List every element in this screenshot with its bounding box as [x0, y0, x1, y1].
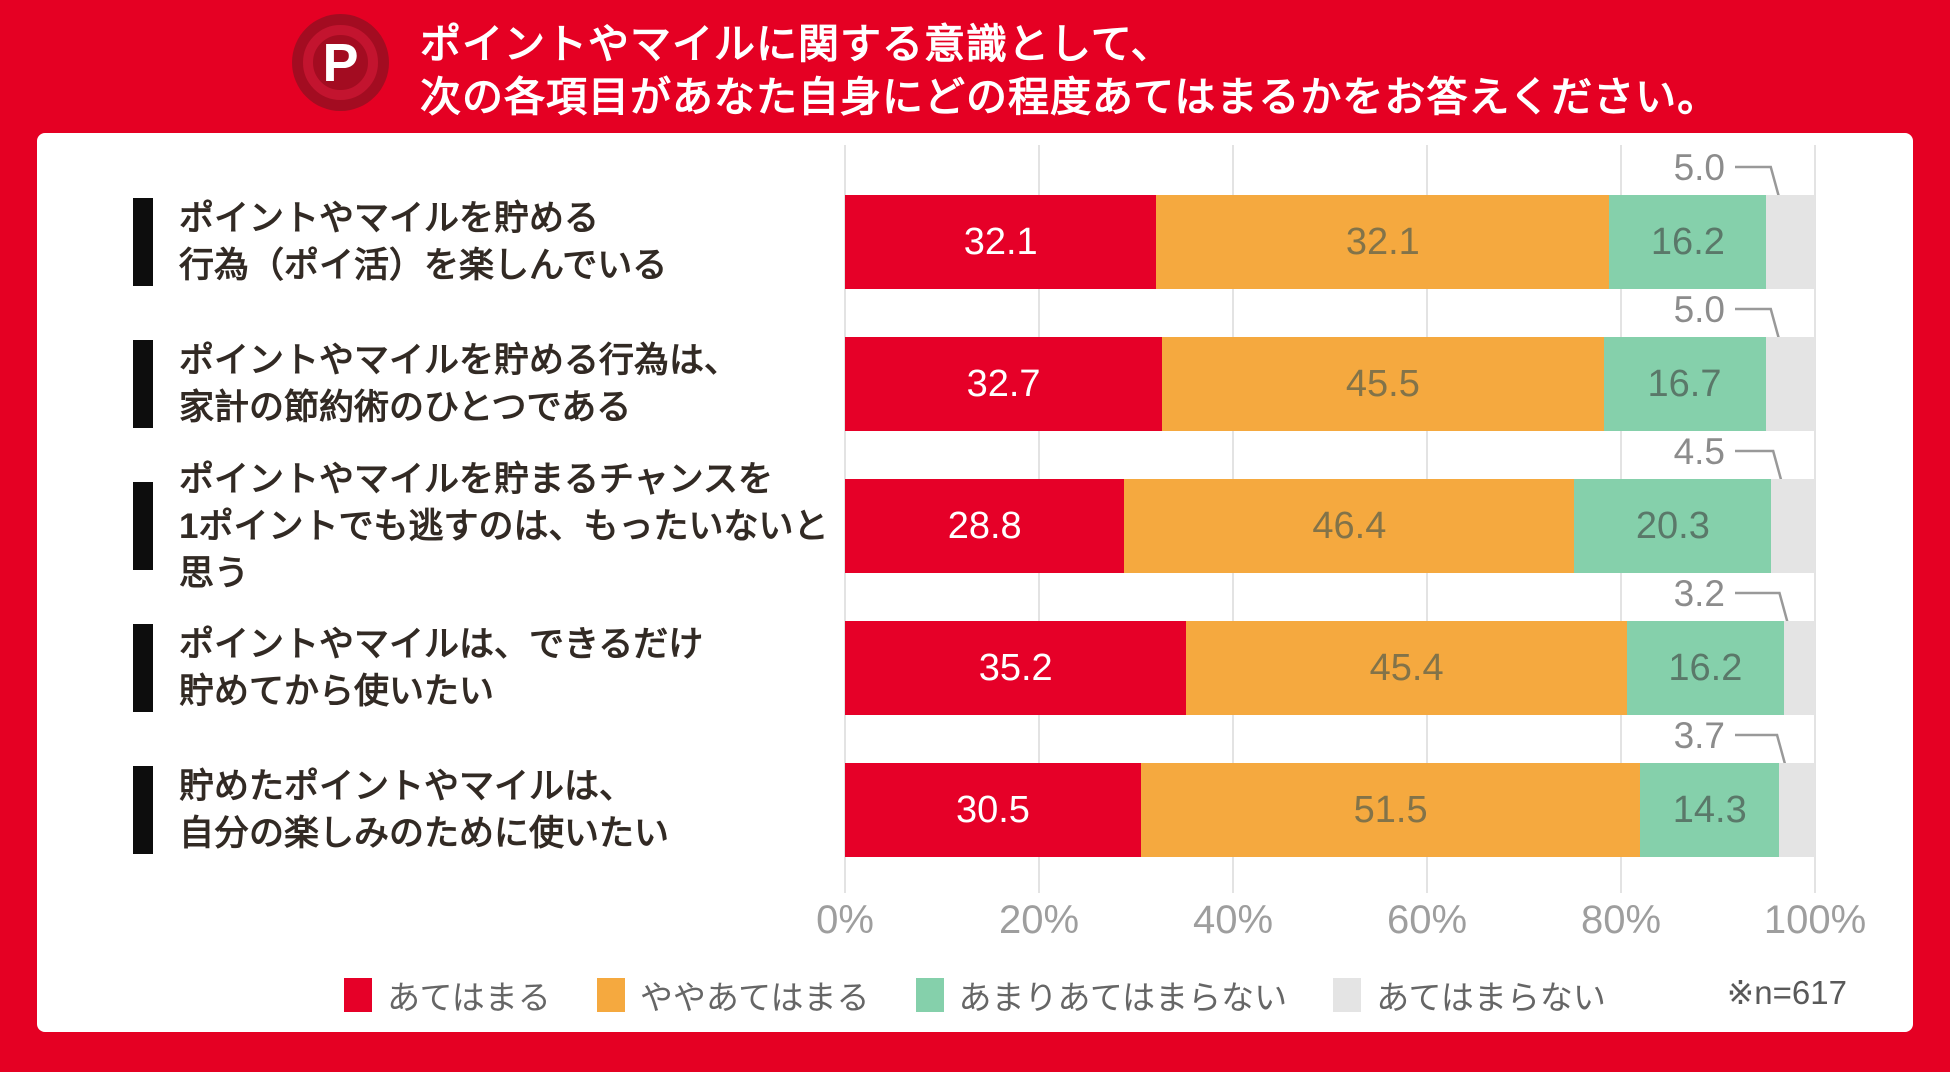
legend-swatch	[344, 978, 373, 1012]
bar-segment-3: 16.2	[1609, 195, 1767, 289]
stacked-bar: 32.1 32.1 16.2	[845, 195, 1815, 289]
stacked-bar: 30.5 51.5 14.3	[845, 763, 1815, 857]
bar-segment-1: 28.8	[845, 479, 1125, 573]
legend-item: あてはまらない	[1333, 971, 1606, 1019]
bar-segment-4	[1783, 621, 1815, 715]
legend-swatch	[915, 978, 944, 1012]
bar-segment-3: 20.3	[1574, 479, 1772, 573]
bar-row: 3.7 30.5 51.5 14.3	[845, 715, 1815, 905]
category-label-text: ポイントやマイルを貯める行為は、 家計の節約術のひとつである	[179, 341, 740, 427]
page-title: ポイントやマイルに関する意識として、 次の各項目があなた自身にどの程度あてはまる…	[420, 18, 1719, 124]
chart-panel: 5.0 32.1 32.1 16.2 5.0 32.7 45.5 16.7 4.5 28.8 46.…	[37, 133, 1913, 1032]
category-marker-bar	[133, 340, 153, 428]
x-axis-tick-label: 100%	[1763, 898, 1867, 942]
legend-label: あてはまる	[387, 979, 551, 1016]
stacked-bar: 32.7 45.5 16.7	[845, 337, 1815, 431]
legend: あてはまる ややあてはまる あまりあてはまらない あてはまらない	[37, 971, 1913, 1019]
bar-segment-2: 46.4	[1124, 479, 1575, 573]
category-label: ポイントやマイルは、できるだけ 貯めてから使いたい	[133, 621, 833, 715]
bar-segment-4	[1771, 479, 1815, 573]
legend-label: あてはまらない	[1376, 979, 1606, 1016]
callout-value-label: 4.5	[1673, 431, 1725, 472]
bar-segment-1: 35.2	[845, 621, 1187, 715]
category-label-text: ポイントやマイルは、できるだけ 貯めてから使いたい	[179, 625, 704, 711]
x-axis-tick-label: 40%	[1192, 898, 1274, 942]
callout-value-label: 5.0	[1673, 147, 1725, 188]
page-title-line1: ポイントやマイルに関する意識として、	[420, 21, 1173, 67]
bar-segment-4	[1765, 337, 1815, 431]
bar-segment-4	[1779, 763, 1815, 857]
bar-segment-3: 16.2	[1626, 621, 1784, 715]
callout-value-label: 3.2	[1673, 573, 1725, 614]
x-axis-tick-label: 0%	[816, 898, 874, 942]
x-axis-tick-label: 20%	[998, 898, 1080, 942]
category-label: ポイントやマイルを貯める行為は、 家計の節約術のひとつである	[133, 337, 833, 431]
bar-row: 4.5 28.8 46.4 20.3	[845, 431, 1815, 621]
x-axis-tick-label: 60%	[1386, 898, 1468, 942]
bar-segment-2: 45.4	[1186, 621, 1627, 715]
bar-row: 5.0 32.7 45.5 16.7	[845, 289, 1815, 479]
category-marker-bar	[133, 766, 153, 854]
category-label-text: ポイントやマイルを貯まるチャンスを 1ポイントでも逃すのは、もったいないと思う	[179, 459, 829, 593]
legend-label: あまりあてはまらない	[958, 979, 1288, 1016]
bar-segment-1: 32.1	[845, 195, 1157, 289]
point-logo-letter: P	[322, 32, 359, 93]
gridline	[1814, 145, 1816, 893]
bar-segment-4	[1766, 195, 1815, 289]
stacked-bar: 35.2 45.4 16.2	[845, 621, 1815, 715]
category-marker-bar	[133, 624, 153, 712]
legend-label: ややあてはまる	[639, 979, 870, 1016]
legend-item: あてはまる	[344, 971, 551, 1019]
category-label-text: ポイントやマイルを貯める 行為（ポイ活）を楽しんでいる	[179, 199, 668, 285]
category-label: ポイントやマイルを貯まるチャンスを 1ポイントでも逃すのは、もったいないと思う	[133, 460, 833, 593]
callout-value-label: 3.7	[1673, 715, 1725, 756]
page-title-line2: 次の各項目があなた自身にどの程度あてはまるかをお答えください。	[420, 74, 1720, 120]
bar-segment-2: 51.5	[1140, 763, 1641, 857]
point-logo: P	[292, 14, 389, 111]
bar-segment-1: 30.5	[845, 763, 1141, 857]
bar-row: 5.0 32.1 32.1 16.2	[845, 147, 1815, 337]
legend-swatch	[596, 978, 625, 1012]
bar-segment-3: 14.3	[1640, 763, 1780, 857]
sample-size-note: ※n=617	[1726, 974, 1847, 1011]
category-marker-bar	[133, 482, 153, 570]
bar-segment-3: 16.7	[1603, 337, 1766, 431]
category-label-text: 貯めたポイントやマイルは、 自分の楽しみのために使いたい	[179, 767, 670, 853]
point-logo-ring	[303, 25, 378, 100]
bar-row: 3.2 35.2 45.4 16.2	[845, 573, 1815, 763]
legend-swatch	[1333, 978, 1362, 1012]
callout-value-label: 5.0	[1673, 289, 1725, 330]
category-label: 貯めたポイントやマイルは、 自分の楽しみのために使いたい	[133, 763, 833, 857]
legend-item: あまりあてはまらない	[915, 971, 1288, 1019]
bar-segment-2: 32.1	[1156, 195, 1610, 289]
bar-segment-1: 32.7	[845, 337, 1163, 431]
category-label: ポイントやマイルを貯める 行為（ポイ活）を楽しんでいる	[133, 195, 833, 289]
stacked-bar: 28.8 46.4 20.3	[845, 479, 1815, 573]
x-axis-tick-label: 80%	[1580, 898, 1662, 942]
bar-segment-2: 45.5	[1162, 337, 1604, 431]
legend-item: ややあてはまる	[596, 971, 870, 1019]
category-marker-bar	[133, 198, 153, 286]
